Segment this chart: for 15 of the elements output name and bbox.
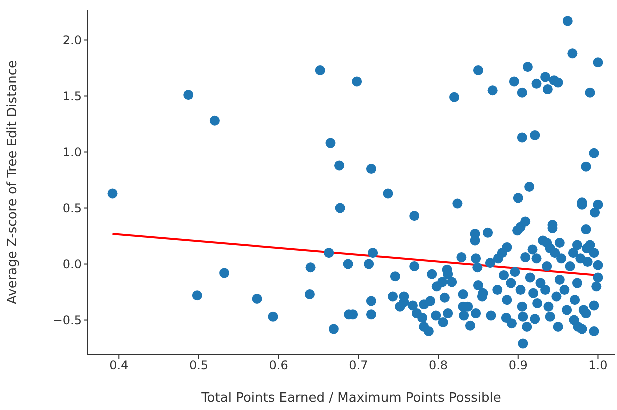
x-tick-label: 1.0 bbox=[588, 358, 608, 373]
x-tick-label: 0.5 bbox=[189, 358, 209, 373]
y-tick-label: 1.5 bbox=[62, 90, 82, 104]
x-tick-label: 0.7 bbox=[349, 358, 368, 373]
x-tick-label: 0.8 bbox=[428, 358, 448, 373]
x-tick-label: 0.9 bbox=[508, 358, 528, 373]
y-tick-label: 0.5 bbox=[62, 202, 82, 216]
y-tick-label: 1.0 bbox=[62, 146, 82, 160]
x-tick-label: 0.6 bbox=[269, 358, 288, 373]
y-tick-label: 0.0 bbox=[62, 258, 82, 272]
x-tick-label: 0.4 bbox=[110, 358, 129, 373]
y-tick-label: 2.0 bbox=[62, 34, 82, 48]
y-tick-label: −0.5 bbox=[52, 314, 82, 328]
x-axis-title: Total Points Earned / Maximum Points Possible bbox=[200, 391, 502, 406]
y-axis-title: Average Z-score of Tree Edit Distance bbox=[6, 60, 21, 304]
